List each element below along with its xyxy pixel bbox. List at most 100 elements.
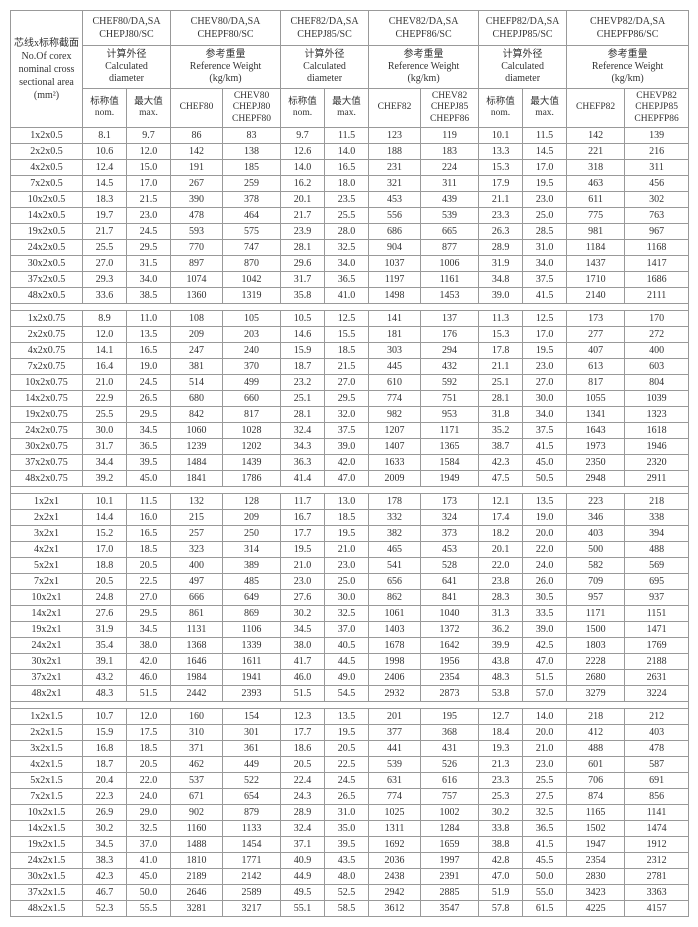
spec-value: 21.0 [281, 558, 325, 574]
spec-value: 2680 [567, 670, 625, 686]
spec-label: 4x2x1 [11, 542, 83, 558]
spec-value: 321 [369, 176, 421, 192]
spec-value: 22.9 [83, 391, 127, 407]
spec-value: 170 [625, 311, 689, 327]
spec-value: 1769 [625, 638, 689, 654]
spec-label: 48x2x1.5 [11, 901, 83, 917]
spec-value: 30.0 [83, 423, 127, 439]
table-row: 7x2x0.7516.419.038137018.721.544543221.1… [11, 359, 689, 375]
col-header: CHEV82CHEPJ85CHEPF86 [421, 89, 479, 128]
spec-value: 611 [567, 192, 625, 208]
spec-value: 38.0 [127, 638, 171, 654]
spec-value: 465 [369, 542, 421, 558]
spec-value: 556 [369, 208, 421, 224]
table-row: 1x2x0.758.911.010810510.512.514113711.31… [11, 311, 689, 327]
spec-value: 3547 [421, 901, 479, 917]
spec-value: 19.5 [325, 725, 369, 741]
spec-value: 154 [223, 709, 281, 725]
spec-value: 1042 [223, 272, 281, 288]
spec-value: 1643 [567, 423, 625, 439]
spec-value: 1360 [171, 288, 223, 304]
spec-value: 25.1 [479, 375, 523, 391]
spec-value: 1039 [625, 391, 689, 407]
spec-value: 29.3 [83, 272, 127, 288]
spec-value: 19.3 [479, 741, 523, 757]
spec-value: 25.5 [325, 208, 369, 224]
spec-value: 23.0 [281, 574, 325, 590]
spec-value: 294 [421, 343, 479, 359]
spec-value: 25.0 [325, 574, 369, 590]
spec-value: 12.0 [83, 327, 127, 343]
spec-value: 1060 [171, 423, 223, 439]
table-row: 48x2x1.552.355.53281321755.158.536123547… [11, 901, 689, 917]
spec-value: 937 [625, 590, 689, 606]
spec-value: 43.2 [83, 670, 127, 686]
spec-value: 453 [369, 192, 421, 208]
spec-value: 183 [421, 144, 479, 160]
spec-value: 47.0 [479, 869, 523, 885]
spec-value: 747 [223, 240, 281, 256]
spec-value: 3224 [625, 686, 689, 702]
spec-value: 17.5 [127, 725, 171, 741]
spec-value: 18.8 [83, 558, 127, 574]
spec-value: 37.0 [127, 837, 171, 853]
spec-value: 2948 [567, 471, 625, 487]
spec-value: 25.0 [523, 208, 567, 224]
spec-value: 403 [567, 526, 625, 542]
spec-value: 21.7 [281, 208, 325, 224]
spec-value: 539 [421, 208, 479, 224]
spec-value: 34.0 [523, 256, 567, 272]
spec-value: 539 [369, 757, 421, 773]
col-header: 最大值max. [325, 89, 369, 128]
spec-label: 7x2x0.5 [11, 176, 83, 192]
table-row: 37x2x0.529.334.01074104231.736.511971161… [11, 272, 689, 288]
spec-value: 8.1 [83, 128, 127, 144]
spec-value: 877 [421, 240, 479, 256]
spec-value: 23.0 [325, 558, 369, 574]
spec-label: 14x2x1.5 [11, 821, 83, 837]
spec-value: 37.5 [523, 272, 567, 288]
spec-value: 478 [625, 741, 689, 757]
spec-value: 50.5 [523, 471, 567, 487]
spec-value: 15.3 [479, 327, 523, 343]
spec-value: 16.2 [281, 176, 325, 192]
spec-value: 23.0 [523, 192, 567, 208]
spec-value: 2111 [625, 288, 689, 304]
spec-value: 1161 [421, 272, 479, 288]
spec-value: 774 [369, 391, 421, 407]
spec-value: 856 [625, 789, 689, 805]
spec-value: 17.0 [83, 542, 127, 558]
spec-value: 842 [171, 407, 223, 423]
spec-value: 123 [369, 128, 421, 144]
spec-value: 2320 [625, 455, 689, 471]
spec-value: 35.2 [479, 423, 523, 439]
spec-value: 18.4 [479, 725, 523, 741]
spec-value: 709 [567, 574, 625, 590]
spec-value: 1646 [171, 654, 223, 670]
spec-value: 203 [223, 327, 281, 343]
spec-value: 36.5 [523, 821, 567, 837]
group-header: CHEF80/DA,SACHEPJ80/SC [83, 11, 171, 46]
spec-value: 20.5 [83, 574, 127, 590]
spec-value: 2140 [567, 288, 625, 304]
spec-value: 231 [369, 160, 421, 176]
spec-value: 34.4 [83, 455, 127, 471]
spec-value: 368 [421, 725, 479, 741]
spec-value: 432 [421, 359, 479, 375]
spec-value: 39.0 [523, 622, 567, 638]
spec-value: 2312 [625, 853, 689, 869]
table-row: 4x2x0.7514.116.524724015.918.530329417.8… [11, 343, 689, 359]
spec-value: 28.1 [479, 391, 523, 407]
spec-value: 216 [625, 144, 689, 160]
spec-value: 21.1 [479, 359, 523, 375]
spec-value: 2781 [625, 869, 689, 885]
spec-value: 8.9 [83, 311, 127, 327]
spec-value: 20.0 [523, 526, 567, 542]
table-row: 24x2x1.538.341.01810177140.943.520361997… [11, 853, 689, 869]
spec-value: 15.0 [127, 160, 171, 176]
spec-value: 1341 [567, 407, 625, 423]
spec-value: 176 [421, 327, 479, 343]
spec-value: 40.9 [281, 853, 325, 869]
spec-label: 48x2x0.75 [11, 471, 83, 487]
table-row: 4x2x0.512.415.019118514.016.523122415.31… [11, 160, 689, 176]
